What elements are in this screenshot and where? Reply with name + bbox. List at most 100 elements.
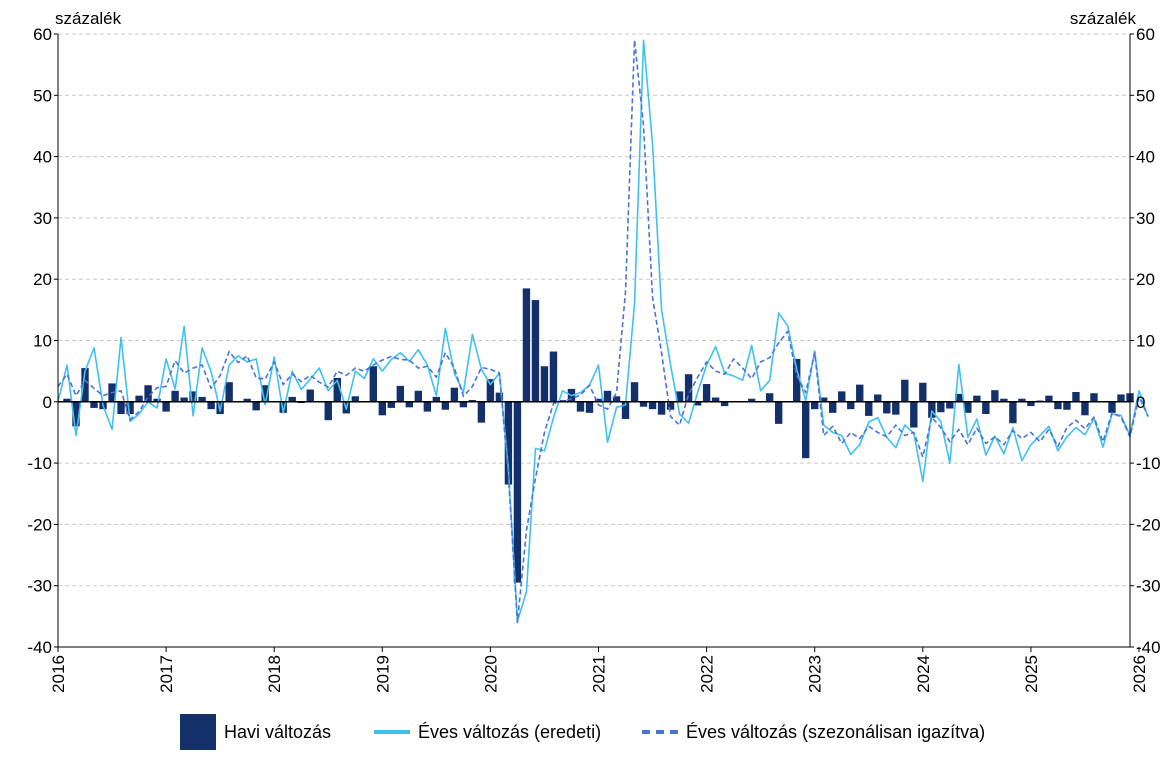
y-tick-label-right: 30 xyxy=(1136,209,1155,228)
bar xyxy=(747,398,756,402)
bar xyxy=(81,368,89,402)
y-tick-label-left: -10 xyxy=(27,454,52,473)
y-tick-label-left: 30 xyxy=(33,209,52,228)
bar xyxy=(991,390,999,402)
bar xyxy=(594,398,603,402)
bar xyxy=(333,377,341,402)
y-tick-label-right: -20 xyxy=(1136,515,1161,534)
bar xyxy=(874,394,882,402)
bar xyxy=(639,401,648,407)
bar xyxy=(711,397,720,402)
legend: Havi változás Éves változás (eredeti) Év… xyxy=(0,712,1176,752)
bar xyxy=(468,399,477,402)
bar xyxy=(279,401,287,413)
bar xyxy=(189,391,197,402)
x-tick-label: 2021 xyxy=(590,655,609,693)
bar xyxy=(666,401,675,410)
bar xyxy=(802,401,810,459)
bar xyxy=(441,401,450,410)
bar xyxy=(72,401,80,427)
bar xyxy=(964,401,972,413)
y-tick-label-left: -20 xyxy=(27,515,52,534)
bar xyxy=(117,401,125,415)
x-tick-label: 2018 xyxy=(265,655,284,693)
bar xyxy=(928,401,936,418)
y-tick-label-left: 10 xyxy=(33,332,52,351)
bar xyxy=(648,401,657,410)
bar xyxy=(919,382,927,402)
bar xyxy=(540,366,549,402)
legend-label-havi: Havi változás xyxy=(224,721,332,742)
bar xyxy=(369,366,377,402)
bar xyxy=(901,379,909,402)
y-tick-label-right: -40 xyxy=(1136,638,1161,657)
bar xyxy=(324,401,332,421)
bar xyxy=(207,401,215,410)
bar xyxy=(405,401,414,408)
x-tick-label: 2026 xyxy=(1130,655,1149,693)
bar xyxy=(856,384,864,402)
bar xyxy=(612,396,621,402)
bar xyxy=(351,396,359,402)
y-tick-label-left: 0 xyxy=(43,393,52,412)
bar xyxy=(261,385,269,402)
bar xyxy=(1054,401,1062,410)
bar xyxy=(1018,398,1026,402)
y-tick-label-right: 50 xyxy=(1136,86,1155,105)
bar xyxy=(702,384,711,402)
y-tick-label-left: -40 xyxy=(27,638,52,657)
bar xyxy=(63,398,71,402)
legend-swatch-dash xyxy=(642,730,678,734)
bar xyxy=(288,396,296,402)
bar xyxy=(144,385,152,402)
bar xyxy=(1117,394,1125,402)
bar-series-havi xyxy=(63,288,1134,583)
bar xyxy=(838,391,846,402)
right-unit-label: százalék xyxy=(1070,9,1137,28)
bar xyxy=(1009,401,1017,424)
bar xyxy=(387,401,396,408)
bar xyxy=(513,401,522,583)
bar xyxy=(378,401,386,416)
legend-item-eves-szezonalis: Éves változás (szezonálisan igazítva) xyxy=(642,712,985,752)
bar xyxy=(792,358,801,402)
bar xyxy=(937,401,945,413)
x-tick-label: 2024 xyxy=(914,655,933,693)
y-tick-label-left: 40 xyxy=(33,148,52,167)
bar xyxy=(820,397,828,402)
bar xyxy=(865,401,873,416)
x-tick-label: 2023 xyxy=(806,655,825,693)
bar xyxy=(657,401,666,415)
bar xyxy=(621,401,630,419)
bar xyxy=(1027,401,1035,407)
legend-label-eves-szezonalis: Éves változás (szezonálisan igazítva) xyxy=(686,721,986,742)
gridlines xyxy=(58,33,1130,648)
bar xyxy=(892,401,900,415)
bar xyxy=(720,401,729,407)
y-tick-label-right: 0 xyxy=(1136,393,1145,412)
bar xyxy=(486,379,495,402)
bar xyxy=(198,396,206,402)
bar xyxy=(171,390,179,402)
bar xyxy=(396,385,405,402)
y-tick-label-right: 20 xyxy=(1136,270,1155,289)
y-tick-label-left: -30 xyxy=(27,577,52,596)
y-tick-label-right: 40 xyxy=(1136,148,1155,167)
line-series xyxy=(57,39,1149,624)
legend-swatch-line xyxy=(374,730,410,734)
bar xyxy=(225,382,233,402)
y-tick-label-left: 50 xyxy=(33,86,52,105)
bar xyxy=(432,396,441,402)
bar xyxy=(522,288,531,402)
bar xyxy=(684,374,693,402)
bar xyxy=(162,401,170,412)
line-eves-eredeti xyxy=(57,39,1149,623)
bar xyxy=(1045,395,1053,402)
bar xyxy=(549,351,558,402)
bar xyxy=(477,401,486,423)
bar xyxy=(1108,401,1116,413)
bar xyxy=(1063,401,1071,410)
bar xyxy=(883,401,891,414)
